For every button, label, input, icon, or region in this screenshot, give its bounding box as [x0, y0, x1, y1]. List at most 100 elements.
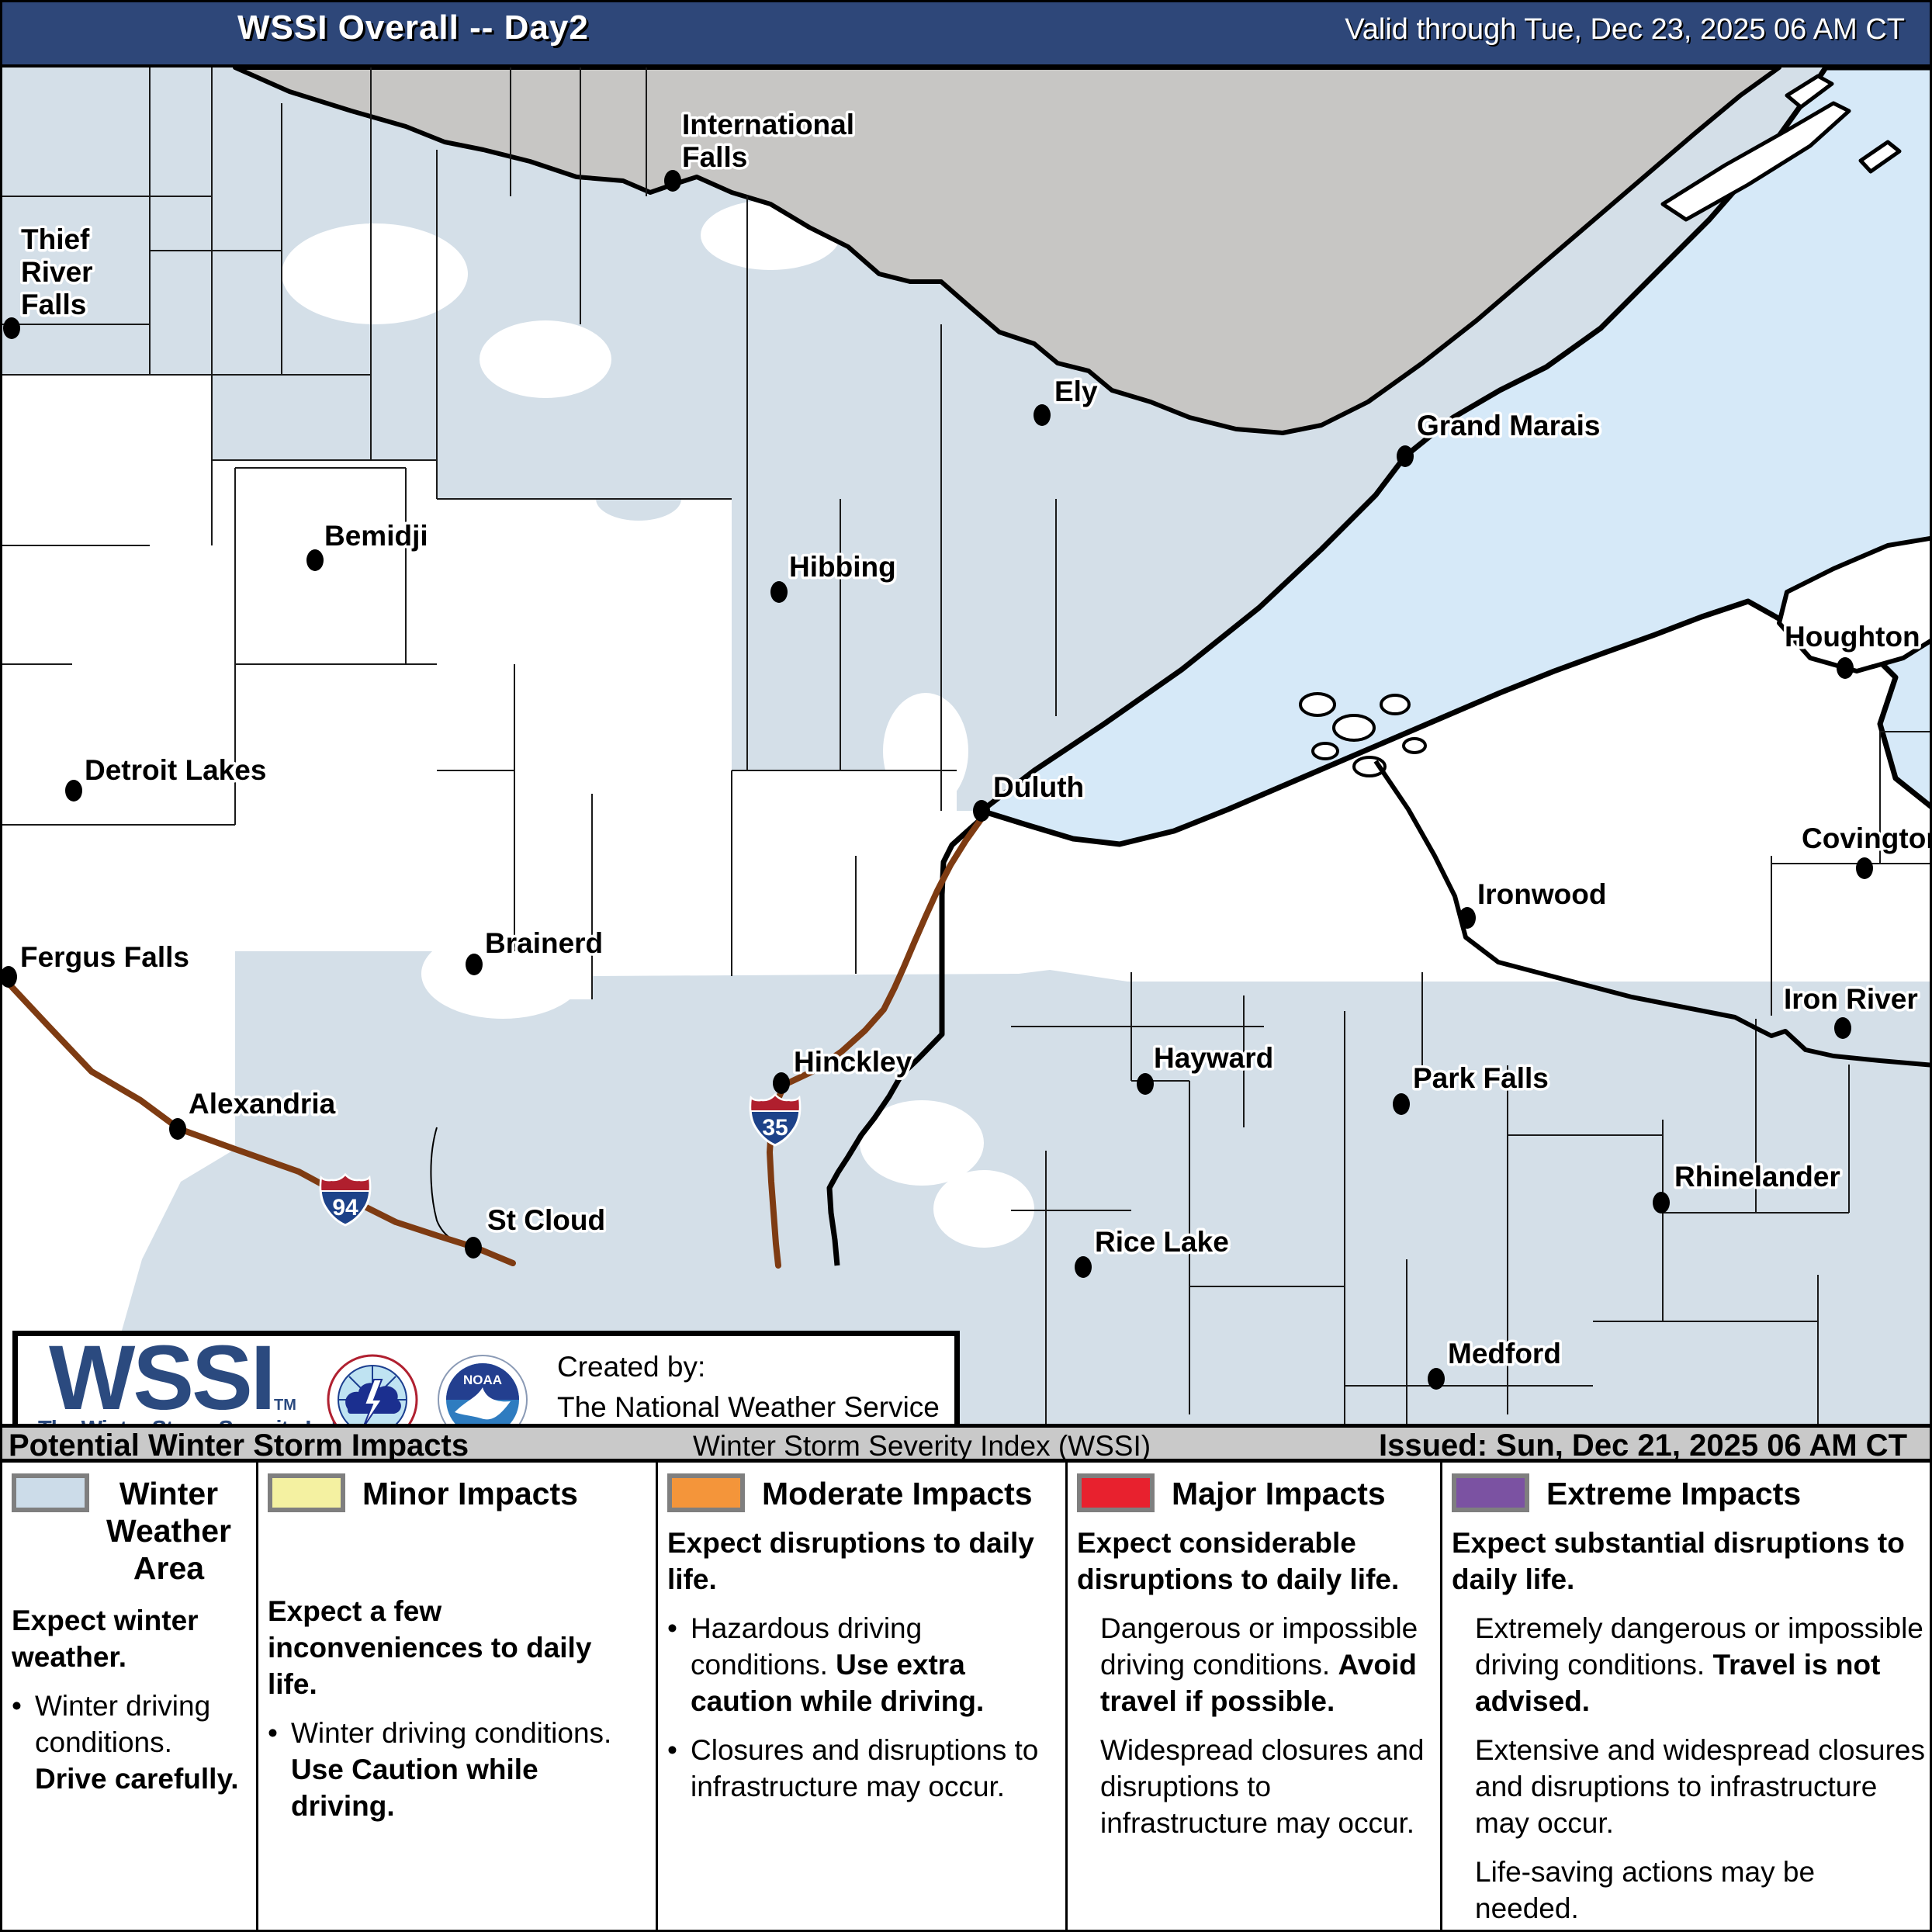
legend-intro: Expect considerable disruptions to daily… — [1077, 1527, 1400, 1595]
city-dot-icon — [1653, 1192, 1670, 1214]
city-dot-icon — [773, 1072, 790, 1094]
city-dot-icon — [465, 1237, 482, 1259]
city-marker: Hayward — [1137, 1040, 1276, 1095]
city-dot-icon — [2, 966, 17, 988]
city-marker: Park Falls — [1393, 1060, 1551, 1115]
city-dot-icon — [1428, 1368, 1445, 1390]
city-label: International Falls — [682, 109, 854, 173]
legend-bullet: • Winter driving conditions. Use Caution … — [268, 1717, 612, 1822]
city-marker: Grand Marais — [1397, 407, 1603, 467]
legend-bullet: Extremely dangerous or impossible drivin… — [1475, 1612, 1923, 1717]
legend-intro: Expect disruptions to daily life. — [667, 1527, 1034, 1595]
city-dot-icon — [1137, 1073, 1154, 1095]
lake-superior — [978, 64, 1930, 847]
interstate-94-road — [2, 975, 516, 1266]
legend-bullet: • Winter driving conditions. Drive carefu… — [12, 1690, 239, 1795]
city-label: Rice Lake — [1095, 1226, 1229, 1258]
city-dot-icon — [664, 170, 681, 192]
city-label: Ironwood — [1477, 878, 1606, 910]
interstate-94-shield: 94 — [319, 1172, 372, 1227]
city-label: Ely — [1054, 376, 1098, 407]
legend-bullet: Extensive and widespread closures and di… — [1475, 1734, 1925, 1839]
legend-title: Major Impacts — [1172, 1476, 1386, 1511]
bottom-title-bar: Potential Winter Storm Impacts Winter St… — [2, 1424, 1930, 1463]
shield-number: 35 — [762, 1115, 788, 1141]
legend-bullet: • Closures and disruptions to infrastruct… — [667, 1734, 1039, 1802]
wssi-trademark: TM — [274, 1397, 296, 1414]
legend-intro: Expect substantial disruptions to daily … — [1452, 1527, 1905, 1595]
legend-swatch — [1452, 1473, 1529, 1512]
city-dot-icon — [1034, 404, 1051, 426]
canada-region — [233, 65, 1781, 435]
city-marker: Hibbing — [770, 549, 898, 603]
city-label: Brainerd — [485, 927, 603, 959]
legend-title: Extreme Impacts — [1546, 1476, 1802, 1511]
noaa-logo-icon: NOAA — [438, 1355, 528, 1445]
city-marker: Fergus Falls — [2, 939, 192, 988]
city-marker: Detroit Lakes — [65, 752, 269, 802]
city-dot-icon — [466, 954, 483, 975]
legend-column-minor-impacts: Minor Impacts Expect a few inconveniences… — [258, 1463, 658, 1930]
wssi-map: 35 94 International Falls Thief River Falls El… — [2, 64, 1932, 1424]
city-label: Thief River Falls — [21, 223, 93, 320]
legend-intro: Expect winter weather. — [12, 1605, 199, 1673]
city-dot-icon — [1856, 857, 1873, 879]
legend-swatch — [268, 1473, 345, 1512]
city-marker: International Falls — [664, 106, 857, 192]
legend-swatch — [667, 1473, 745, 1512]
city-label: Alexandria — [189, 1088, 336, 1120]
city-marker: Brainerd — [466, 925, 606, 975]
issued-text: Issued: Sun, Dec 21, 2025 06 AM CT — [1379, 1428, 1907, 1463]
valid-through-text: Valid through Tue, Dec 23, 2025 06 AM CT — [1345, 13, 1905, 46]
county-lines — [2, 68, 1930, 1424]
city-label: Rhinelander — [1674, 1161, 1840, 1193]
city-label: Bemidji — [324, 520, 428, 552]
city-label: Detroit Lakes — [85, 754, 266, 786]
legend-column-major-impacts: Major Impacts Expect considerable disrupt… — [1068, 1463, 1442, 1930]
city-marker: Medford — [1428, 1335, 1563, 1390]
noaa-logo-text: NOAA — [463, 1373, 502, 1387]
city-label: Park Falls — [1413, 1062, 1549, 1094]
legend-column-moderate-impacts: Moderate Impacts Expect disruptions to da… — [658, 1463, 1068, 1930]
city-dot-icon — [169, 1118, 186, 1140]
header-bar: WSSI Overall -- Day2 Valid through Tue, … — [2, 2, 1930, 68]
city-dot-icon — [1459, 907, 1476, 929]
created-by-line: Created by: — [557, 1351, 706, 1383]
city-marker: Ely — [1034, 373, 1100, 426]
interstate-highways — [2, 815, 985, 1269]
legend-column-winter: Winter Weather Area Expect winter weather… — [2, 1463, 258, 1930]
city-marker: Houghton — [1782, 618, 1923, 679]
city-label: St Cloud — [487, 1204, 605, 1236]
city-dot-icon — [306, 549, 324, 571]
legend-title: Moderate Impacts — [762, 1476, 1033, 1511]
apostle-islands — [1299, 692, 1427, 777]
state-border-wi-mi — [1373, 760, 1930, 1068]
interstate-35-road — [767, 815, 985, 1269]
city-label: Iron River — [1784, 983, 1918, 1015]
legend-bullet: Dangerous or impossible driving conditio… — [1100, 1612, 1418, 1717]
city-label: Grand Marais — [1417, 410, 1600, 441]
legend-bullet: • Hazardous driving conditions. Use extra… — [667, 1612, 985, 1717]
legend-swatch — [1077, 1473, 1155, 1512]
map-area: 35 94 International Falls Thief River Falls El… — [2, 64, 1932, 1484]
city-marker: St Cloud — [465, 1202, 608, 1259]
city-label: Hayward — [1154, 1042, 1273, 1074]
created-by-line: The National Weather Service — [557, 1391, 940, 1423]
legend-title: Minor Impacts — [362, 1476, 578, 1511]
city-dot-icon — [65, 780, 82, 802]
impact-legend: Winter Weather Area Expect winter weather… — [2, 1463, 1930, 1930]
city-marker: Iron River — [1781, 981, 1920, 1039]
city-dot-icon — [973, 800, 990, 822]
city-marker: Rhinelander — [1653, 1158, 1843, 1214]
interstate-35-shield: 35 — [749, 1092, 802, 1147]
city-label: Houghton — [1785, 621, 1920, 653]
isle-royale-islands — [1660, 74, 1902, 222]
city-dot-icon — [1834, 1017, 1851, 1039]
city-label: Covington — [1802, 822, 1932, 854]
keweenaw-peninsula — [1777, 535, 1930, 673]
legend-swatch — [12, 1473, 89, 1512]
city-dot-icon — [1837, 657, 1854, 679]
shield-number: 94 — [332, 1195, 358, 1220]
nws-logo-icon: ★ ★ ★ — [327, 1354, 418, 1446]
